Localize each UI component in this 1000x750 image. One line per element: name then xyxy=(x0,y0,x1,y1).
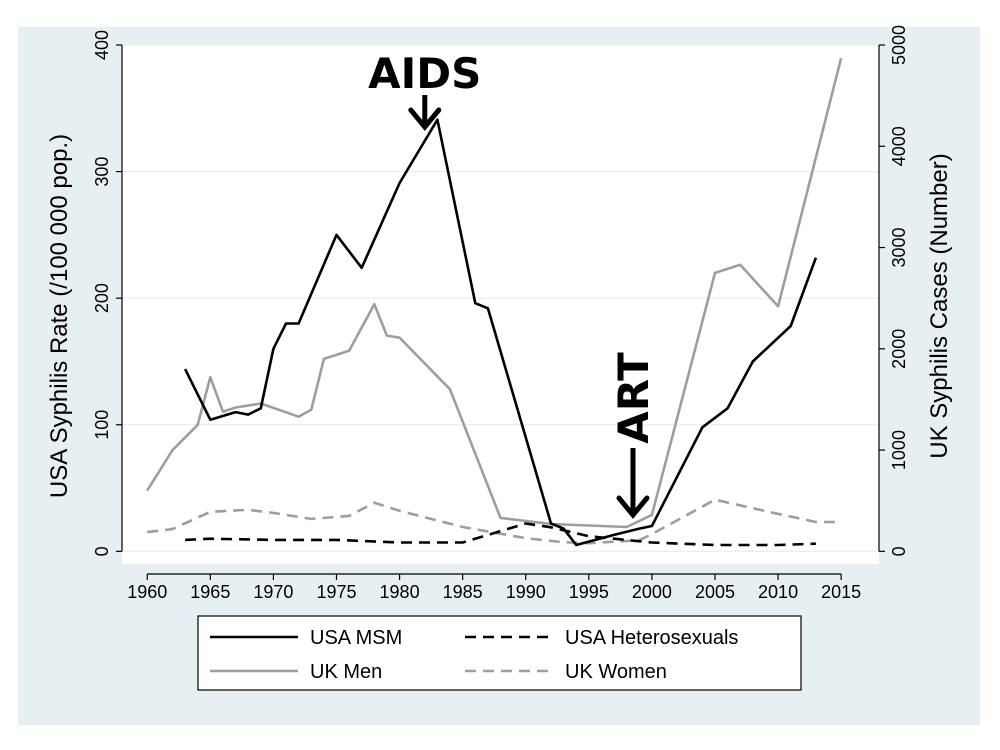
x-tick-label: 1975 xyxy=(316,582,356,602)
legend: USA MSM USA Heterosexuals UK Men UK Women xyxy=(197,615,802,691)
series-uk-women xyxy=(147,498,842,545)
legend-label-uk-women: UK Women xyxy=(565,661,667,683)
series-usa-heterosexuals xyxy=(185,522,816,547)
x-tick-label: 1960 xyxy=(127,582,167,602)
y2-tick-label: 1000 xyxy=(889,430,909,470)
plot-area xyxy=(122,45,879,564)
x-tick-label: 2015 xyxy=(821,582,861,602)
y2-tick-label: 0 xyxy=(889,546,909,556)
x-tick-label: 1980 xyxy=(380,582,420,602)
annotations: AIDS ART xyxy=(368,49,658,519)
x-tick-label: 1965 xyxy=(190,582,230,602)
x-tick-label: 1990 xyxy=(506,582,546,602)
y2-tick-label: 4000 xyxy=(889,126,909,166)
y2-tick-label: 3000 xyxy=(889,228,909,268)
legend-label-uk-men: UK Men xyxy=(310,661,382,683)
x-tick-label: 1995 xyxy=(569,582,609,602)
y-tick-label: 200 xyxy=(92,283,112,313)
y-tick-label: 400 xyxy=(92,30,112,60)
x-tick-label: 2010 xyxy=(758,582,798,602)
y-tick-label: 0 xyxy=(92,546,112,556)
y2-tick-label: 5000 xyxy=(889,25,909,65)
legend-box xyxy=(197,615,802,691)
annotation-art: ART xyxy=(609,352,658,444)
legend-label-usa-msm: USA MSM xyxy=(310,627,402,649)
y2-tick-label: 2000 xyxy=(889,329,909,369)
x-tick-label: 1985 xyxy=(443,582,483,602)
series-uk-men xyxy=(146,57,843,529)
annotation-aids: AIDS xyxy=(368,49,481,98)
y-tick-label: 100 xyxy=(92,410,112,440)
x-tick-label: 1970 xyxy=(253,582,293,602)
y-axis-title: USA Syphilis Rate (/100 000 pop.) xyxy=(46,134,73,498)
x-tick-label: 2000 xyxy=(632,582,672,602)
x-tick-label: 2005 xyxy=(695,582,735,602)
series-lines xyxy=(146,57,843,547)
y2-axis-title: UK Syphilis Cases (Number) xyxy=(926,153,953,458)
grid-lines xyxy=(122,44,879,552)
legend-label-usa-heterosexuals: USA Heterosexuals xyxy=(565,627,738,649)
series-usa-msm xyxy=(183,118,818,547)
arrowhead-art xyxy=(616,495,650,519)
y-tick-label: 300 xyxy=(92,157,112,187)
arrowhead-aids xyxy=(408,107,442,131)
